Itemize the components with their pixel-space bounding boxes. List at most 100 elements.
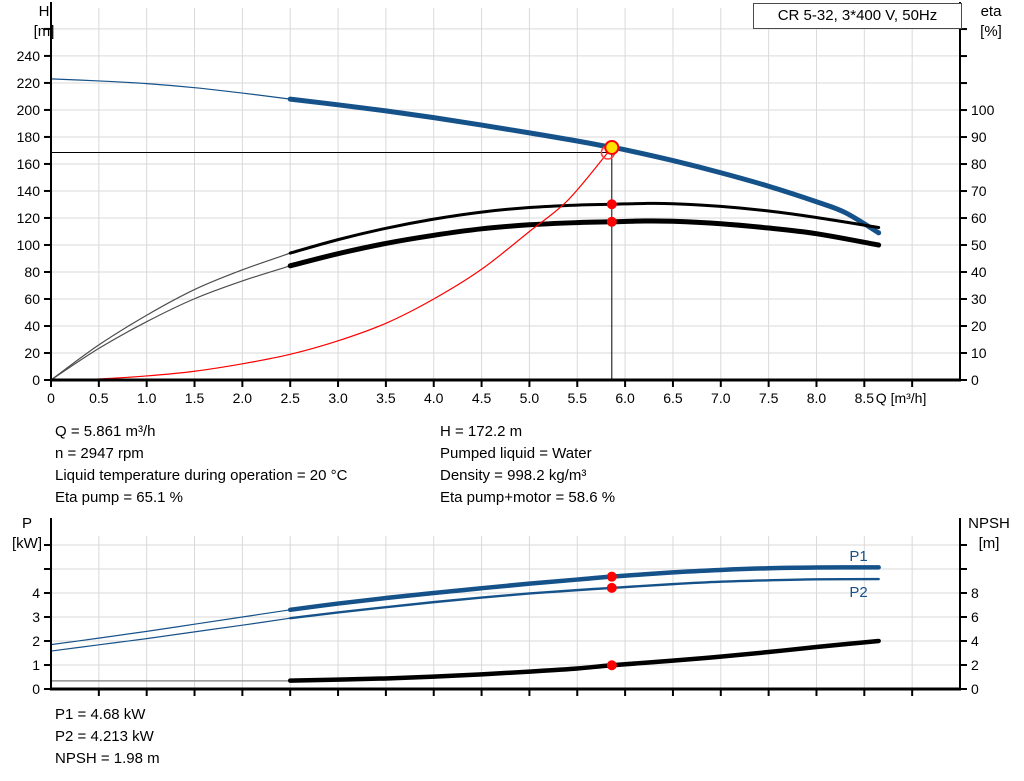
right-tick-label: 60 <box>971 210 987 226</box>
right-tick-label: 100 <box>971 102 995 118</box>
npsh-axis-symbol: NPSH <box>968 515 1010 532</box>
left-tick-label: 1 <box>32 657 40 673</box>
head-axis-unit: [m] <box>33 23 55 40</box>
eta-pump-motor-dot <box>606 216 617 227</box>
info-speed: n = 2947 rpm <box>55 445 144 462</box>
right-tick-label: 2 <box>971 657 979 673</box>
power-info: P1 = 4.68 kW P2 = 4.213 kW NPSH = 1.98 m <box>55 704 160 770</box>
x-tick-label: 1.5 <box>185 390 205 406</box>
power-axis-unit: [kW] <box>12 535 42 552</box>
info-flow: Q = 5.861 m³/h <box>55 423 156 440</box>
left-tick-label: 2 <box>32 633 40 649</box>
npsh-axis-unit: [m] <box>978 535 1000 552</box>
p1-curve-label: P1 <box>849 548 867 565</box>
eta-axis-unit: [%] <box>980 23 1002 40</box>
x-tick-label: 8.5 <box>855 390 875 406</box>
info-p1: P1 = 4.68 kW <box>55 706 146 723</box>
left-tick-label: 220 <box>17 75 41 91</box>
x-tick-label: 4.0 <box>424 390 444 406</box>
chart-title-box: CR 5-32, 3*400 V, 50Hz <box>753 3 962 29</box>
right-tick-label: 8 <box>971 585 979 601</box>
x-tick-label: 5.5 <box>568 390 588 406</box>
right-tick-label: 70 <box>971 183 987 199</box>
p1-dot <box>606 571 617 582</box>
info-eta-pump: Eta pump = 65.1 % <box>55 489 183 506</box>
info-density: Density = 998.2 kg/m³ <box>440 467 587 484</box>
duty-info-left: Q = 5.861 m³/h n = 2947 rpm Liquid tempe… <box>55 421 347 509</box>
right-tick-label: 80 <box>971 156 987 172</box>
eta-axis-symbol: eta <box>980 3 1002 20</box>
left-tick-label: 0 <box>32 681 40 697</box>
x-tick-label: 7.0 <box>711 390 731 406</box>
left-tick-label: 180 <box>17 129 41 145</box>
eta-pump-motor-curve <box>287 218 882 269</box>
left-tick-label: 40 <box>24 318 40 334</box>
right-tick-label: 30 <box>971 291 987 307</box>
duty-info-right: H = 172.2 m Pumped liquid = Water Densit… <box>440 421 615 509</box>
x-tick-label: 8.0 <box>807 390 827 406</box>
right-tick-label: 50 <box>971 237 987 253</box>
x-tick-label: 7.5 <box>759 390 779 406</box>
p2-dot <box>606 582 617 593</box>
x-axis-unit-label: Q [m³/h] <box>876 390 927 406</box>
right-tick-label: 10 <box>971 345 987 361</box>
chart-title: CR 5-32, 3*400 V, 50Hz <box>777 7 938 24</box>
axis-title-head: H [m] <box>22 2 66 42</box>
left-tick-label: 240 <box>17 48 41 64</box>
axis-title-power: P [kW] <box>4 514 50 554</box>
eta-pump-curve <box>288 201 881 255</box>
axis-title-eta: eta [%] <box>968 2 1014 42</box>
eta-pump-motor-curve-low-flow <box>50 265 291 381</box>
eta-pump-dot <box>606 199 617 210</box>
x-tick-label: 5.0 <box>520 390 540 406</box>
p1-curve-low-flow <box>50 609 291 646</box>
info-temperature: Liquid temperature during operation = 20… <box>55 467 348 484</box>
right-tick-label: 4 <box>971 633 979 649</box>
head-curve-low-flow <box>50 78 291 100</box>
left-tick-label: 160 <box>17 156 41 172</box>
p2-curve-label: P2 <box>849 584 867 601</box>
left-tick-label: 0 <box>32 372 40 388</box>
system-curve <box>50 151 609 381</box>
axis-title-npsh: NPSH [m] <box>960 514 1018 554</box>
power-axis-symbol: P <box>21 515 32 532</box>
p2-curve <box>289 577 880 620</box>
right-tick-label: 0 <box>971 372 979 388</box>
x-tick-label: 0.5 <box>89 390 109 406</box>
right-tick-label: 6 <box>971 609 979 625</box>
x-tick-label: 3.0 <box>328 390 348 406</box>
x-tick-label: 0 <box>47 390 55 406</box>
x-tick-label: 2.0 <box>233 390 253 406</box>
x-tick-label: 3.5 <box>376 390 396 406</box>
x-tick-label: 2.5 <box>280 390 300 406</box>
left-tick-label: 200 <box>17 102 41 118</box>
x-tick-label: 4.5 <box>472 390 492 406</box>
left-tick-label: 100 <box>17 237 41 253</box>
info-eta-pump-motor: Eta pump+motor = 58.6 % <box>440 489 616 506</box>
x-tick-label: 6.0 <box>615 390 635 406</box>
right-tick-label: 20 <box>971 318 987 334</box>
x-tick-label: 6.5 <box>663 390 683 406</box>
left-tick-label: 60 <box>24 291 40 307</box>
right-tick-label: 90 <box>971 129 987 145</box>
right-tick-label: 0 <box>971 681 979 697</box>
info-head: H = 172.2 m <box>440 423 523 440</box>
npsh-dot <box>606 660 617 671</box>
eta-pump-curve-low-flow <box>50 252 291 381</box>
npsh-curve <box>287 638 881 683</box>
left-tick-label: 140 <box>17 183 41 199</box>
info-npsh: NPSH = 1.98 m <box>55 750 160 767</box>
info-liquid: Pumped liquid = Water <box>440 445 592 462</box>
duty-point <box>604 139 620 155</box>
left-tick-label: 80 <box>24 264 40 280</box>
head-axis-symbol: H <box>38 3 50 20</box>
x-tick-label: 1.0 <box>137 390 157 406</box>
left-tick-label: 4 <box>32 585 40 601</box>
left-tick-label: 3 <box>32 609 40 625</box>
right-tick-label: 40 <box>971 264 987 280</box>
p2-curve-low-flow <box>50 617 291 652</box>
left-tick-label: 20 <box>24 345 40 361</box>
info-p2: P2 = 4.213 kW <box>55 728 154 745</box>
